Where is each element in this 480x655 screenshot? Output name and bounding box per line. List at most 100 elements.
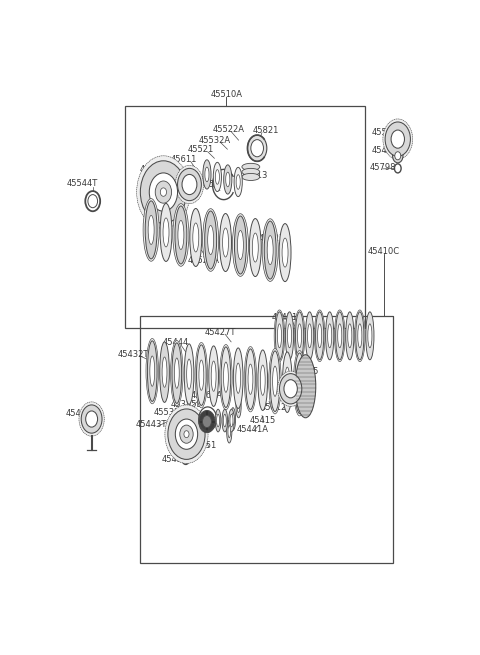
Ellipse shape xyxy=(348,324,352,348)
Ellipse shape xyxy=(216,170,219,184)
Text: 45544T: 45544T xyxy=(67,179,98,187)
Text: 45611: 45611 xyxy=(171,155,197,164)
Text: 45510A: 45510A xyxy=(210,90,242,100)
Ellipse shape xyxy=(260,365,265,396)
Circle shape xyxy=(383,119,413,159)
Text: 45410C: 45410C xyxy=(368,246,400,255)
Ellipse shape xyxy=(175,206,187,264)
Ellipse shape xyxy=(196,345,206,405)
Ellipse shape xyxy=(213,162,221,191)
Ellipse shape xyxy=(328,324,332,348)
Text: 45435: 45435 xyxy=(292,367,319,375)
Ellipse shape xyxy=(325,312,334,360)
Text: 45821: 45821 xyxy=(252,126,279,135)
Ellipse shape xyxy=(249,219,261,276)
Text: 45385B: 45385B xyxy=(170,400,203,409)
Ellipse shape xyxy=(221,347,231,407)
Ellipse shape xyxy=(244,346,257,412)
Ellipse shape xyxy=(346,312,354,360)
Text: 45415: 45415 xyxy=(250,416,276,425)
Circle shape xyxy=(180,425,193,443)
Text: 45441A: 45441A xyxy=(237,424,269,434)
Ellipse shape xyxy=(298,324,301,348)
Ellipse shape xyxy=(190,208,202,267)
Ellipse shape xyxy=(145,201,157,259)
Circle shape xyxy=(175,419,198,449)
Ellipse shape xyxy=(230,407,236,430)
Ellipse shape xyxy=(228,409,234,432)
Ellipse shape xyxy=(184,344,194,404)
Ellipse shape xyxy=(170,341,183,406)
Circle shape xyxy=(277,371,304,406)
Ellipse shape xyxy=(246,349,255,409)
Ellipse shape xyxy=(356,312,364,360)
Circle shape xyxy=(168,409,205,459)
Ellipse shape xyxy=(276,312,284,360)
Ellipse shape xyxy=(236,395,241,418)
Ellipse shape xyxy=(258,350,267,411)
Circle shape xyxy=(279,373,302,404)
Ellipse shape xyxy=(219,214,231,272)
Ellipse shape xyxy=(295,355,316,418)
Ellipse shape xyxy=(279,223,291,282)
Text: 45541B: 45541B xyxy=(372,128,403,137)
Text: 45443T: 45443T xyxy=(136,420,167,429)
Text: 45412: 45412 xyxy=(261,403,287,413)
Ellipse shape xyxy=(208,225,214,255)
Ellipse shape xyxy=(264,221,276,279)
Ellipse shape xyxy=(224,165,232,194)
Circle shape xyxy=(182,174,197,195)
Circle shape xyxy=(199,411,215,433)
Circle shape xyxy=(155,181,172,203)
Ellipse shape xyxy=(173,204,189,267)
Ellipse shape xyxy=(318,324,322,348)
Ellipse shape xyxy=(232,214,249,276)
Circle shape xyxy=(175,165,204,204)
Ellipse shape xyxy=(174,358,179,388)
Ellipse shape xyxy=(305,312,314,360)
Circle shape xyxy=(140,161,186,223)
Ellipse shape xyxy=(148,215,154,244)
Ellipse shape xyxy=(314,310,325,362)
Ellipse shape xyxy=(193,223,199,252)
Circle shape xyxy=(149,173,178,212)
Ellipse shape xyxy=(187,359,192,389)
Ellipse shape xyxy=(163,218,169,247)
Ellipse shape xyxy=(237,400,240,413)
Text: 45385B: 45385B xyxy=(189,180,221,189)
Ellipse shape xyxy=(232,413,234,425)
Ellipse shape xyxy=(228,426,230,438)
Ellipse shape xyxy=(270,351,280,411)
Ellipse shape xyxy=(368,324,372,348)
Text: 45521: 45521 xyxy=(188,145,214,154)
Ellipse shape xyxy=(236,175,240,189)
Circle shape xyxy=(160,188,167,196)
Ellipse shape xyxy=(236,363,240,393)
Ellipse shape xyxy=(293,350,306,416)
Text: 45432T: 45432T xyxy=(117,350,149,359)
Text: 45451: 45451 xyxy=(191,441,216,450)
Text: 45514: 45514 xyxy=(139,165,166,174)
Ellipse shape xyxy=(248,364,253,394)
Circle shape xyxy=(393,149,403,163)
Ellipse shape xyxy=(282,352,292,413)
Circle shape xyxy=(248,135,267,161)
Circle shape xyxy=(184,431,189,438)
Circle shape xyxy=(178,168,202,200)
Ellipse shape xyxy=(223,228,228,257)
Text: 45532A: 45532A xyxy=(198,136,230,145)
Text: 45611: 45611 xyxy=(259,377,285,386)
Circle shape xyxy=(203,415,211,428)
Text: 45427T: 45427T xyxy=(205,328,236,337)
Ellipse shape xyxy=(209,346,218,406)
Ellipse shape xyxy=(203,209,219,271)
Ellipse shape xyxy=(146,339,158,403)
Ellipse shape xyxy=(358,324,362,348)
Ellipse shape xyxy=(216,414,219,427)
Ellipse shape xyxy=(294,310,305,362)
Ellipse shape xyxy=(267,236,273,265)
Text: 45524A: 45524A xyxy=(187,255,219,265)
Ellipse shape xyxy=(277,324,282,348)
Ellipse shape xyxy=(234,168,242,196)
Circle shape xyxy=(79,402,104,436)
